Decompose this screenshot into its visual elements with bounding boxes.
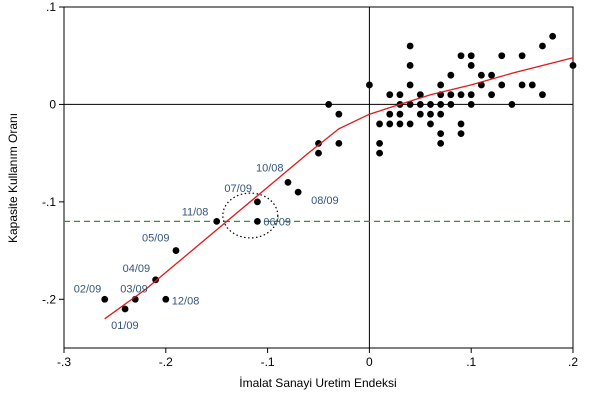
- data-point: [406, 120, 414, 128]
- data-point: [427, 101, 434, 108]
- data-point: [366, 81, 373, 89]
- data-point: [315, 140, 322, 147]
- x-tick-label: -.1: [261, 355, 275, 369]
- data-point: [416, 91, 424, 99]
- data-point: [477, 71, 485, 79]
- data-point: [467, 91, 475, 99]
- data-point: [498, 52, 506, 60]
- data-point: [406, 81, 414, 89]
- data-point: [457, 91, 465, 99]
- data-point: [539, 42, 546, 50]
- data-point: [406, 42, 414, 50]
- data-point: [477, 81, 485, 89]
- data-point: [254, 198, 261, 206]
- data-point: [488, 91, 495, 99]
- data-point: [294, 188, 302, 196]
- plot-frame: [63, 6, 574, 349]
- point-label: 05/09: [142, 233, 170, 245]
- x-tick-label: 0: [366, 355, 373, 369]
- data-point: [376, 140, 383, 147]
- point-label: 06/09: [263, 216, 291, 228]
- data-point: [569, 62, 577, 69]
- data-point: [467, 62, 475, 69]
- data-point: [213, 217, 221, 225]
- x-tick-label: -.3: [57, 355, 71, 369]
- data-point: [427, 110, 434, 118]
- data-point: [386, 110, 394, 118]
- data-point: [518, 81, 526, 89]
- data-point: [508, 101, 516, 108]
- data-point: [447, 91, 455, 99]
- fit-line: [104, 57, 574, 320]
- data-point: [437, 140, 445, 147]
- point-label: 08/09: [311, 195, 339, 207]
- data-point: [254, 217, 261, 225]
- data-point: [416, 110, 424, 118]
- data-point: [457, 130, 465, 138]
- x-tick-label: -.2: [159, 355, 173, 369]
- data-point: [437, 110, 445, 118]
- y-tick-label: 0: [49, 97, 56, 111]
- point-label: 03/09: [120, 283, 148, 295]
- data-point: [447, 101, 455, 108]
- data-point: [101, 295, 109, 303]
- point-label: 01/09: [111, 320, 139, 332]
- data-point: [518, 52, 526, 60]
- data-point: [315, 149, 322, 157]
- x-tick-label: .2: [568, 355, 578, 369]
- data-point: [457, 52, 465, 60]
- data-point: [447, 71, 455, 79]
- point-label: 07/09: [224, 183, 252, 195]
- x-tick-label: .1: [466, 355, 476, 369]
- data-point: [406, 62, 414, 69]
- data-point: [152, 276, 160, 284]
- point-label: 04/09: [123, 263, 151, 275]
- data-point: [437, 81, 445, 89]
- point-label: 10/08: [256, 162, 284, 174]
- data-point: [335, 110, 343, 118]
- data-point: [467, 101, 475, 108]
- data-point: [386, 120, 394, 128]
- point-label: 11/08: [182, 206, 209, 218]
- data-point: [396, 120, 404, 128]
- data-point: [427, 120, 434, 128]
- data-point: [376, 149, 383, 157]
- data-point: [121, 305, 129, 313]
- data-point: [457, 120, 465, 128]
- data-point: [437, 130, 445, 138]
- data-point: [325, 101, 333, 108]
- point-label: 12/08: [172, 295, 200, 307]
- data-point: [437, 101, 445, 108]
- y-axis-title: Kapasite Kullanım Oranı: [6, 113, 20, 243]
- data-point: [172, 247, 180, 254]
- data-point: [416, 101, 424, 108]
- plot-layer: -.3 -.2 -.1 0 .1 .2 -.2 -.1 0 .1 02/09 01/09 03/09 04…: [42, 0, 578, 369]
- y-tick-label: -.2: [42, 292, 56, 306]
- data-point: [396, 110, 404, 118]
- data-point: [396, 91, 404, 99]
- data-point: [539, 91, 546, 99]
- data-point: [376, 120, 383, 128]
- point-label: 02/09: [74, 283, 102, 295]
- data-point: [549, 32, 557, 40]
- data-point: [488, 71, 495, 79]
- y-tick-label: .1: [46, 0, 56, 14]
- y-tick-label: -.1: [42, 195, 56, 209]
- data-point: [467, 52, 475, 60]
- x-axis-title: İmalat Sanayi Uretim Endeksi: [239, 376, 396, 390]
- data-point: [406, 101, 414, 108]
- data-point: [284, 178, 292, 186]
- data-point: [162, 295, 170, 303]
- data-point: [386, 91, 394, 99]
- highlight-circle: [222, 192, 279, 239]
- data-point: [335, 140, 343, 147]
- data-point: [498, 81, 506, 89]
- data-point: [528, 81, 536, 89]
